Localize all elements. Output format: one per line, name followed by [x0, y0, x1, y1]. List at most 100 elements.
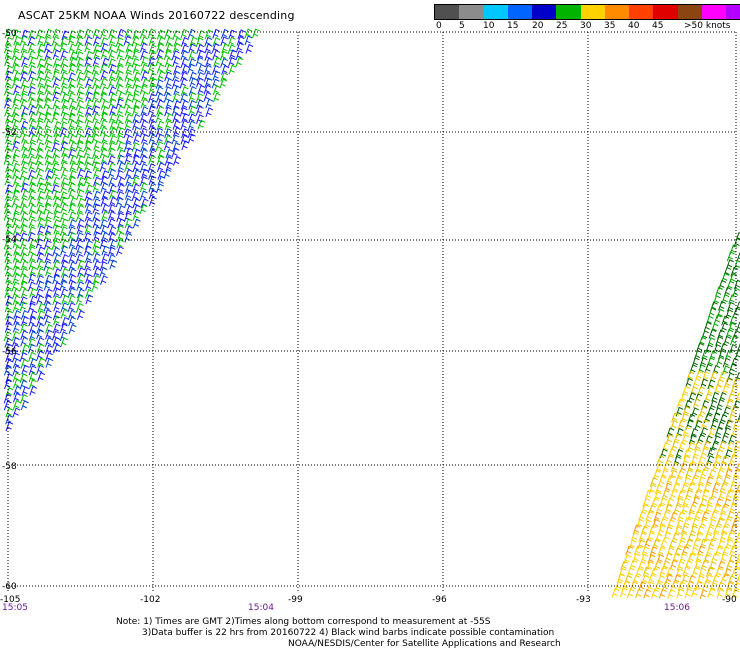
wind-barb [12, 225, 21, 236]
wind-barb [714, 476, 723, 487]
wind-barb [691, 518, 700, 528]
lon-label: -90 [722, 595, 737, 605]
wind-barb [661, 581, 670, 592]
wind-barb [189, 71, 197, 82]
wind-barb [44, 92, 53, 102]
wind-barb [643, 588, 652, 599]
wind-barb [236, 42, 244, 53]
wind-barb [694, 419, 703, 430]
wind-barb [101, 106, 110, 117]
wind-barb [156, 92, 164, 103]
wind-barb [77, 259, 86, 270]
wind-barb [726, 510, 735, 521]
wind-barb [101, 203, 110, 214]
wind-barb [92, 169, 101, 179]
wind-barb [729, 545, 738, 556]
wind-barb [707, 447, 716, 458]
wind-barb [123, 98, 132, 109]
wind-barb [703, 321, 712, 332]
wind-barb [60, 196, 69, 207]
lat-label: -60 [2, 582, 17, 592]
wind-barb [133, 84, 142, 95]
wind-barb [180, 119, 189, 130]
wind-barb [724, 588, 733, 599]
wind-barb [21, 386, 30, 397]
wind-barb [93, 85, 101, 96]
wind-barb [37, 225, 46, 236]
wind-barb [44, 288, 53, 299]
wind-barb [27, 36, 36, 47]
wind-barb [681, 545, 690, 556]
wind-barb [163, 168, 172, 179]
wind-barb [19, 92, 28, 103]
wind-barb [125, 225, 134, 236]
wind-barb [19, 71, 28, 82]
wind-barb [682, 566, 691, 577]
wind-barb [195, 105, 204, 116]
wind-barb [84, 211, 93, 222]
wind-barb [665, 433, 674, 444]
wind-barb [163, 140, 172, 151]
wind-barb [725, 581, 734, 592]
wind-barb [677, 581, 686, 591]
wind-barb [29, 252, 37, 263]
wind-barb [679, 532, 688, 542]
wind-barb [84, 127, 93, 138]
wind-barb [19, 280, 28, 291]
wind-barb [637, 539, 646, 550]
wind-barb [84, 224, 93, 235]
wind-barb [19, 99, 28, 110]
wind-barb [139, 42, 148, 53]
wind-barb [172, 70, 181, 81]
wind-barb [60, 302, 69, 313]
wind-barb [28, 119, 37, 130]
wind-barb [683, 517, 692, 528]
wind-barb [157, 175, 166, 186]
wind-barb [52, 49, 61, 60]
wind-barb [171, 105, 180, 116]
wind-barb [148, 119, 157, 130]
wind-barb [36, 343, 45, 354]
wind-barb [682, 426, 691, 437]
wind-barb [133, 43, 141, 53]
wind-barb [685, 538, 693, 549]
wind-barb [706, 455, 715, 465]
wind-barb [12, 322, 21, 333]
wind-barb [68, 280, 77, 291]
wind-barb [116, 231, 125, 242]
wind-barb [718, 300, 726, 311]
wind-barb [68, 219, 77, 229]
lon-label: -105 [0, 595, 20, 605]
wind-barb [205, 107, 214, 118]
wind-barb [683, 476, 691, 487]
wind-barb [52, 86, 61, 96]
wind-barb [666, 427, 675, 438]
wind-barb [716, 581, 725, 592]
note-line-3: NOAA/NESDIS/Center for Satellite Applica… [288, 639, 561, 649]
wind-barb [619, 587, 628, 598]
wind-barb [60, 273, 69, 284]
wind-barb [36, 316, 45, 327]
wind-barb [35, 119, 44, 130]
wind-barb [84, 288, 93, 299]
wind-barb [711, 574, 720, 585]
wind-barb [677, 490, 686, 500]
wind-barb [688, 392, 697, 403]
wind-barb [725, 309, 734, 319]
wind-barb [659, 566, 668, 577]
wind-barb [108, 63, 117, 74]
wind-barb [69, 141, 78, 152]
wind-barb [708, 518, 717, 529]
wind-barb [187, 63, 196, 74]
wind-barb [708, 538, 717, 549]
wind-barb [123, 142, 132, 152]
wind-barb [19, 296, 28, 307]
wind-barb [117, 91, 126, 102]
wind-barb [52, 58, 61, 68]
wind-barb [5, 414, 14, 425]
wind-barb [719, 342, 728, 353]
wind-barb [92, 211, 101, 222]
wind-barb [13, 245, 22, 256]
wind-barb [11, 281, 20, 292]
wind-barb [733, 440, 740, 451]
